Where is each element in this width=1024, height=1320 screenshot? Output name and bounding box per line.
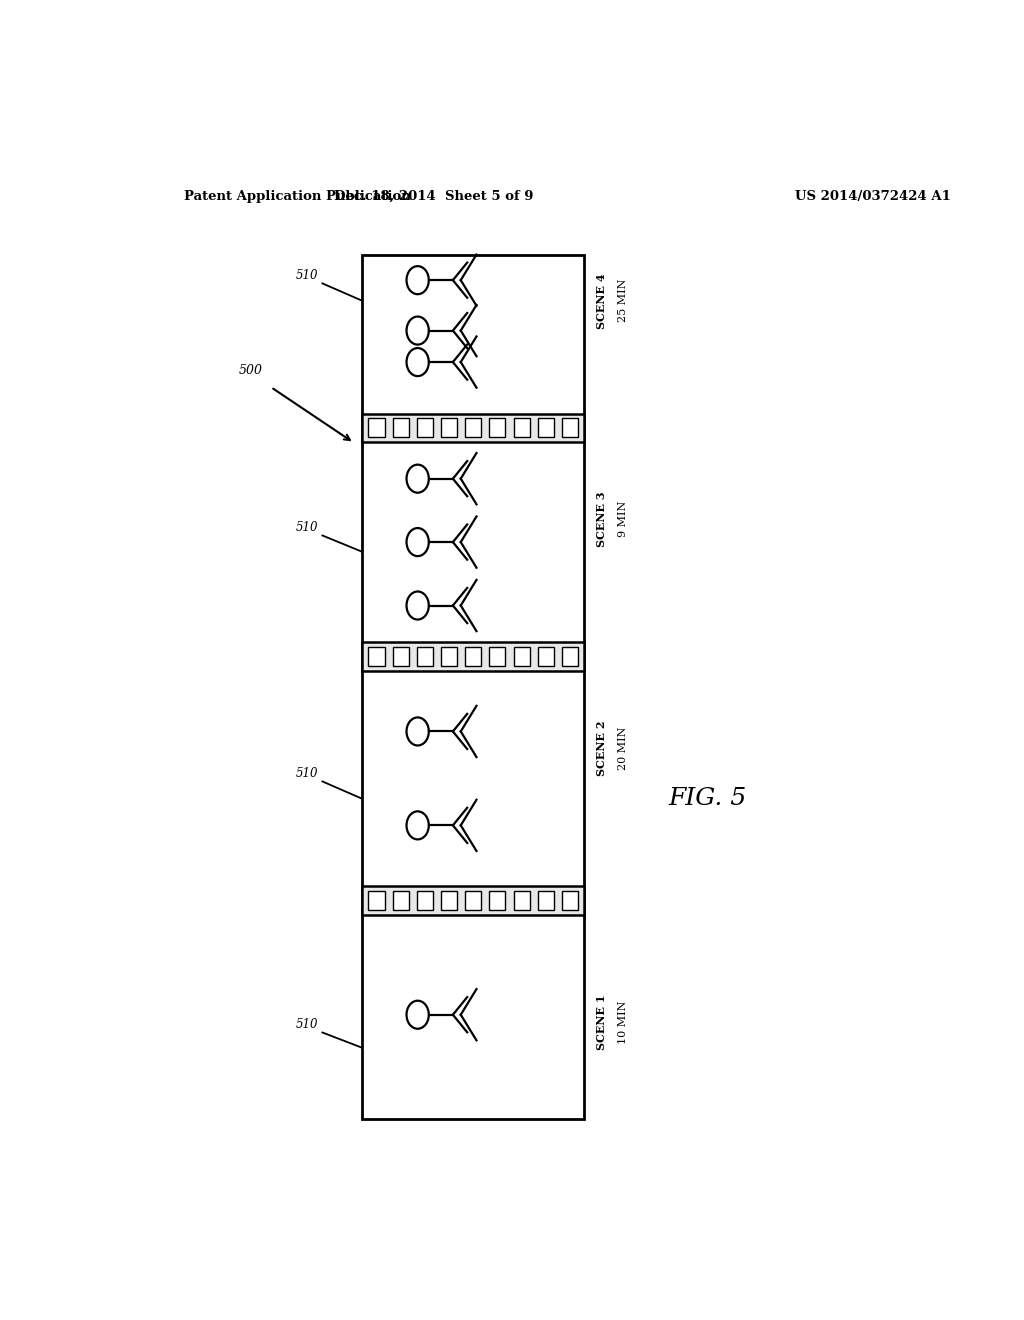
- Ellipse shape: [407, 591, 429, 619]
- Bar: [362, 413, 585, 442]
- Ellipse shape: [407, 528, 429, 556]
- Bar: [441, 647, 457, 667]
- Bar: [441, 418, 457, 437]
- Text: Patent Application Publication: Patent Application Publication: [183, 190, 411, 202]
- Bar: [489, 891, 506, 909]
- Bar: [513, 418, 529, 437]
- Bar: [362, 255, 585, 1119]
- Bar: [465, 891, 481, 909]
- Bar: [392, 891, 409, 909]
- Ellipse shape: [407, 718, 429, 746]
- Bar: [465, 647, 481, 667]
- Text: 20 MIN: 20 MIN: [618, 726, 629, 770]
- Text: Dec. 18, 2014  Sheet 5 of 9: Dec. 18, 2014 Sheet 5 of 9: [334, 190, 534, 202]
- Bar: [369, 891, 385, 909]
- Bar: [538, 647, 554, 667]
- Bar: [392, 647, 409, 667]
- Bar: [513, 647, 529, 667]
- Text: 510: 510: [296, 521, 318, 533]
- Bar: [465, 418, 481, 437]
- Ellipse shape: [407, 348, 429, 376]
- Bar: [417, 891, 433, 909]
- Bar: [562, 647, 578, 667]
- Bar: [562, 891, 578, 909]
- Bar: [441, 891, 457, 909]
- Text: SCENE 2: SCENE 2: [596, 721, 607, 776]
- Bar: [417, 647, 433, 667]
- Text: SCENE 1: SCENE 1: [596, 994, 607, 1051]
- Bar: [562, 418, 578, 437]
- Text: 510: 510: [296, 767, 318, 780]
- Ellipse shape: [407, 317, 429, 345]
- Text: 9 MIN: 9 MIN: [618, 502, 629, 537]
- Bar: [538, 891, 554, 909]
- Text: 510: 510: [296, 1018, 318, 1031]
- Bar: [417, 418, 433, 437]
- Bar: [369, 647, 385, 667]
- Text: SCENE 4: SCENE 4: [596, 273, 607, 329]
- Bar: [538, 418, 554, 437]
- Ellipse shape: [407, 1001, 429, 1028]
- Text: 25 MIN: 25 MIN: [618, 279, 629, 322]
- Bar: [362, 643, 585, 671]
- Text: SCENE 3: SCENE 3: [596, 491, 607, 546]
- Bar: [369, 418, 385, 437]
- Bar: [513, 891, 529, 909]
- Bar: [489, 647, 506, 667]
- Ellipse shape: [407, 812, 429, 840]
- Text: FIG. 5: FIG. 5: [669, 787, 746, 810]
- Ellipse shape: [407, 267, 429, 294]
- Text: 10 MIN: 10 MIN: [618, 1001, 629, 1044]
- Bar: [392, 418, 409, 437]
- Bar: [489, 418, 506, 437]
- Text: 510: 510: [296, 269, 318, 281]
- Text: US 2014/0372424 A1: US 2014/0372424 A1: [795, 190, 950, 202]
- Text: 500: 500: [239, 364, 263, 378]
- Ellipse shape: [407, 465, 429, 492]
- Bar: [362, 886, 585, 915]
